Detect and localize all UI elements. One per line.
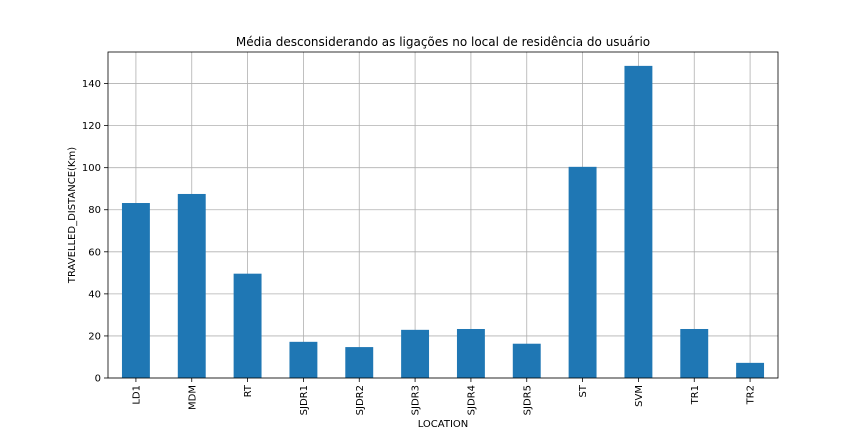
y-tick-label: 40 xyxy=(88,289,101,300)
x-tick-label: SJDR2 xyxy=(355,385,366,415)
bar-sjdr5 xyxy=(512,343,541,378)
x-tick-label: SJDR4 xyxy=(466,385,477,415)
bar-ld1 xyxy=(121,203,150,378)
bar-tr2 xyxy=(736,362,765,378)
bar-mdm xyxy=(177,193,206,378)
bar-sjdr4 xyxy=(456,328,485,378)
bar-st xyxy=(568,166,597,378)
x-tick-label: RT xyxy=(243,384,254,397)
y-tick-label: 60 xyxy=(88,247,101,258)
bar-layer xyxy=(121,65,765,378)
axis-layer: 0 20 40 60 80 100 120 140 LD1 MDM RT SJDR1 SJDR2 SJDR… xyxy=(82,51,779,415)
x-tick-label: SVM xyxy=(634,385,645,407)
x-tick-label: SJDR3 xyxy=(411,385,422,415)
y-axis-label: TRAVELLED_DISTANCE(Km) xyxy=(67,147,78,284)
x-tick-label: TR2 xyxy=(746,385,757,405)
x-axis-label: LOCATION xyxy=(418,419,469,430)
chart-title: Média desconsiderando as ligações no loc… xyxy=(236,35,650,49)
plot-frame xyxy=(107,51,779,379)
bar-svm xyxy=(624,65,653,378)
y-tick-label: 120 xyxy=(82,121,101,132)
y-tick-label: 80 xyxy=(88,205,101,216)
x-tick-label: MDM xyxy=(187,385,198,410)
bar-sjdr3 xyxy=(401,329,430,378)
y-tick-label: 0 xyxy=(95,374,101,385)
bar-tr1 xyxy=(680,328,709,378)
y-tick-label: 100 xyxy=(82,163,101,174)
grid-layer xyxy=(108,52,778,379)
x-tick-label: LD1 xyxy=(131,385,142,405)
bar-sjdr2 xyxy=(345,347,374,378)
x-tick-label: ST xyxy=(578,384,589,397)
y-tick-label: 20 xyxy=(88,331,101,342)
x-tick-label: SJDR1 xyxy=(299,385,310,415)
x-tick-label: SJDR5 xyxy=(522,385,533,415)
x-tick-label: TR1 xyxy=(690,385,701,405)
bar-sjdr1 xyxy=(289,341,318,378)
y-tick-label: 140 xyxy=(82,79,101,90)
bar-rt xyxy=(233,273,262,378)
